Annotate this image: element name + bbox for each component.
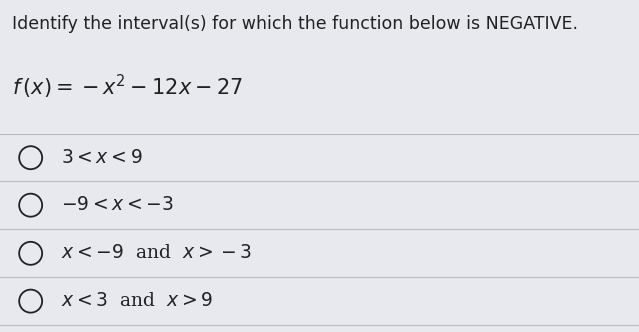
Text: $x < -9$  and  $x > -3$: $x < -9$ and $x > -3$ <box>61 244 252 262</box>
Text: $-9 < x < -3$: $-9 < x < -3$ <box>61 196 174 214</box>
Text: $f\,(x) = -x^2 - 12x - 27$: $f\,(x) = -x^2 - 12x - 27$ <box>12 73 242 101</box>
Text: $x < 3$  and  $x > 9$: $x < 3$ and $x > 9$ <box>61 292 213 310</box>
Text: $3 < x < 9$: $3 < x < 9$ <box>61 149 142 167</box>
Text: Identify the interval(s) for which the function below is NEGATIVE.: Identify the interval(s) for which the f… <box>12 15 578 33</box>
